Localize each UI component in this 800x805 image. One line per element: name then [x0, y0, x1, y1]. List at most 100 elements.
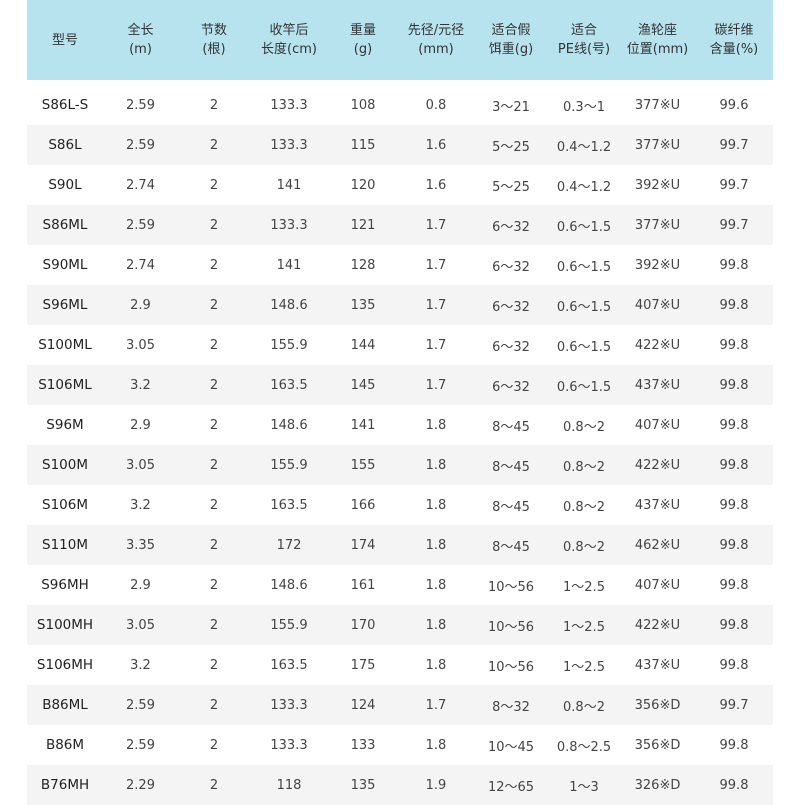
cell-model: B86M — [27, 725, 103, 765]
cell-sections: 2 — [178, 325, 250, 365]
cell-closed-length: 155.9 — [250, 445, 328, 485]
cell-model: S96ML — [27, 285, 103, 325]
table-header: 型号 全长 (m) 节数 (根) 收竿后 长度(cm) 重量 (g) 先径/元径 (mm)… — [27, 0, 773, 80]
cell-reel-seat: 407※U — [620, 565, 695, 605]
cell-carbon: 99.8 — [695, 445, 773, 485]
cell-lure-weight: 5～25 — [474, 165, 548, 205]
cell-tip-butt-diameter: 1.8 — [398, 605, 474, 645]
cell-length: 2.74 — [103, 165, 178, 205]
cell-lure-weight: 6～32 — [474, 285, 548, 325]
cell-carbon: 99.8 — [695, 285, 773, 325]
cell-weight: 121 — [328, 205, 398, 245]
cell-carbon: 99.8 — [695, 405, 773, 445]
cell-closed-length: 163.5 — [250, 645, 328, 685]
cell-reel-seat: 437※U — [620, 365, 695, 405]
cell-sections: 2 — [178, 565, 250, 605]
cell-lure-weight: 12～65 — [474, 765, 548, 805]
cell-lure-weight: 8～45 — [474, 405, 548, 445]
cell-reel-seat: 377※U — [620, 205, 695, 245]
cell-tip-butt-diameter: 0.8 — [398, 85, 474, 125]
cell-sections: 2 — [178, 645, 250, 685]
rod-spec-table: 型号 全长 (m) 节数 (根) 收竿后 长度(cm) 重量 (g) 先径/元径 (mm)… — [27, 0, 773, 805]
cell-pe-line: 0.3～1 — [548, 85, 620, 125]
cell-pe-line: 0.6～1.5 — [548, 205, 620, 245]
cell-model: B86ML — [27, 685, 103, 725]
cell-closed-length: 133.3 — [250, 125, 328, 165]
cell-model: S90ML — [27, 245, 103, 285]
cell-length: 2.59 — [103, 205, 178, 245]
table-row: S106M 3.2 2 163.5 166 1.8 8～45 0.8～2 437※U 99.8 — [27, 485, 773, 525]
spacer-cell — [27, 80, 773, 85]
cell-lure-weight: 10～56 — [474, 565, 548, 605]
cell-closed-length: 163.5 — [250, 485, 328, 525]
cell-closed-length: 155.9 — [250, 605, 328, 645]
table-row: S100ML 3.05 2 155.9 144 1.7 6～32 0.6～1.5 422※U 99… — [27, 325, 773, 365]
cell-closed-length: 118 — [250, 765, 328, 805]
cell-weight: 174 — [328, 525, 398, 565]
col-header-lure-weight: 适合假 饵重(g) — [474, 0, 548, 80]
table-row: B86M 2.59 2 133.3 133 1.8 10～45 0.8～2.5 356※D 99.… — [27, 725, 773, 765]
cell-weight: 124 — [328, 685, 398, 725]
cell-model: S86L — [27, 125, 103, 165]
cell-length: 2.59 — [103, 125, 178, 165]
cell-model: S110M — [27, 525, 103, 565]
cell-tip-butt-diameter: 1.8 — [398, 445, 474, 485]
cell-sections: 2 — [178, 685, 250, 725]
cell-reel-seat: 356※D — [620, 685, 695, 725]
cell-sections: 2 — [178, 605, 250, 645]
cell-closed-length: 148.6 — [250, 285, 328, 325]
cell-weight: 155 — [328, 445, 398, 485]
cell-model: S86L-S — [27, 85, 103, 125]
cell-reel-seat: 377※U — [620, 125, 695, 165]
cell-pe-line: 0.8～2 — [548, 485, 620, 525]
col-header-sections: 节数 (根) — [178, 0, 250, 80]
cell-tip-butt-diameter: 1.8 — [398, 725, 474, 765]
cell-reel-seat: 407※U — [620, 285, 695, 325]
cell-length: 2.9 — [103, 285, 178, 325]
cell-length: 3.05 — [103, 445, 178, 485]
cell-weight: 175 — [328, 645, 398, 685]
cell-length: 2.9 — [103, 405, 178, 445]
cell-reel-seat: 422※U — [620, 325, 695, 365]
cell-closed-length: 133.3 — [250, 85, 328, 125]
cell-tip-butt-diameter: 1.8 — [398, 525, 474, 565]
col-header-pe-line: 适合 PE线(号) — [548, 0, 620, 80]
cell-pe-line: 0.6～1.5 — [548, 285, 620, 325]
cell-pe-line: 1～2.5 — [548, 565, 620, 605]
cell-tip-butt-diameter: 1.8 — [398, 405, 474, 445]
cell-model: S96MH — [27, 565, 103, 605]
cell-weight: 141 — [328, 405, 398, 445]
table-row: S90L 2.74 2 141 120 1.6 5～25 0.4～1.2 392※U 99.7 — [27, 165, 773, 205]
cell-model: S86ML — [27, 205, 103, 245]
cell-carbon: 99.8 — [695, 645, 773, 685]
cell-model: S100MH — [27, 605, 103, 645]
cell-lure-weight: 6～32 — [474, 365, 548, 405]
table-row: B76MH 2.29 2 118 135 1.9 12～65 1～3 326※D 99.8 — [27, 765, 773, 805]
cell-pe-line: 0.4～1.2 — [548, 165, 620, 205]
cell-sections: 2 — [178, 285, 250, 325]
cell-tip-butt-diameter: 1.8 — [398, 565, 474, 605]
cell-model: S90L — [27, 165, 103, 205]
cell-reel-seat: 392※U — [620, 245, 695, 285]
cell-pe-line: 1～3 — [548, 765, 620, 805]
cell-sections: 2 — [178, 485, 250, 525]
cell-closed-length: 133.3 — [250, 725, 328, 765]
cell-carbon: 99.8 — [695, 245, 773, 285]
cell-lure-weight: 8～32 — [474, 685, 548, 725]
cell-lure-weight: 10～56 — [474, 605, 548, 645]
cell-lure-weight: 8～45 — [474, 525, 548, 565]
cell-length: 3.05 — [103, 605, 178, 645]
cell-weight: 120 — [328, 165, 398, 205]
table-row: S96ML 2.9 2 148.6 135 1.7 6～32 0.6～1.5 407※U 99.8 — [27, 285, 773, 325]
table-row: B86ML 2.59 2 133.3 124 1.7 8～32 0.8～2 356※D 99.7 — [27, 685, 773, 725]
cell-lure-weight: 6～32 — [474, 245, 548, 285]
table-row: S100M 3.05 2 155.9 155 1.8 8～45 0.8～2 422※U 99.8 — [27, 445, 773, 485]
cell-pe-line: 0.6～1.5 — [548, 365, 620, 405]
cell-length: 2.9 — [103, 565, 178, 605]
col-header-closed-length: 收竿后 长度(cm) — [250, 0, 328, 80]
cell-length: 2.59 — [103, 85, 178, 125]
cell-tip-butt-diameter: 1.7 — [398, 245, 474, 285]
cell-tip-butt-diameter: 1.7 — [398, 685, 474, 725]
cell-sections: 2 — [178, 725, 250, 765]
cell-model: S96M — [27, 405, 103, 445]
